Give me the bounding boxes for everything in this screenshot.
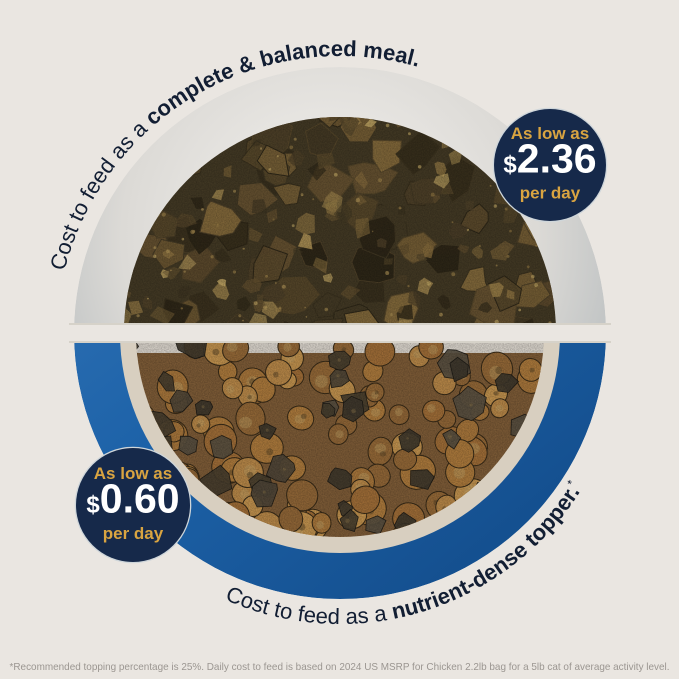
svg-text:$0.60: $0.60 bbox=[86, 475, 179, 521]
svg-text:per day: per day bbox=[103, 524, 164, 543]
svg-text:per day: per day bbox=[520, 184, 581, 203]
svg-text:*Recommended topping percentag: *Recommended topping percentage is 25%. … bbox=[10, 662, 670, 673]
svg-text:$2.36: $2.36 bbox=[503, 135, 596, 181]
